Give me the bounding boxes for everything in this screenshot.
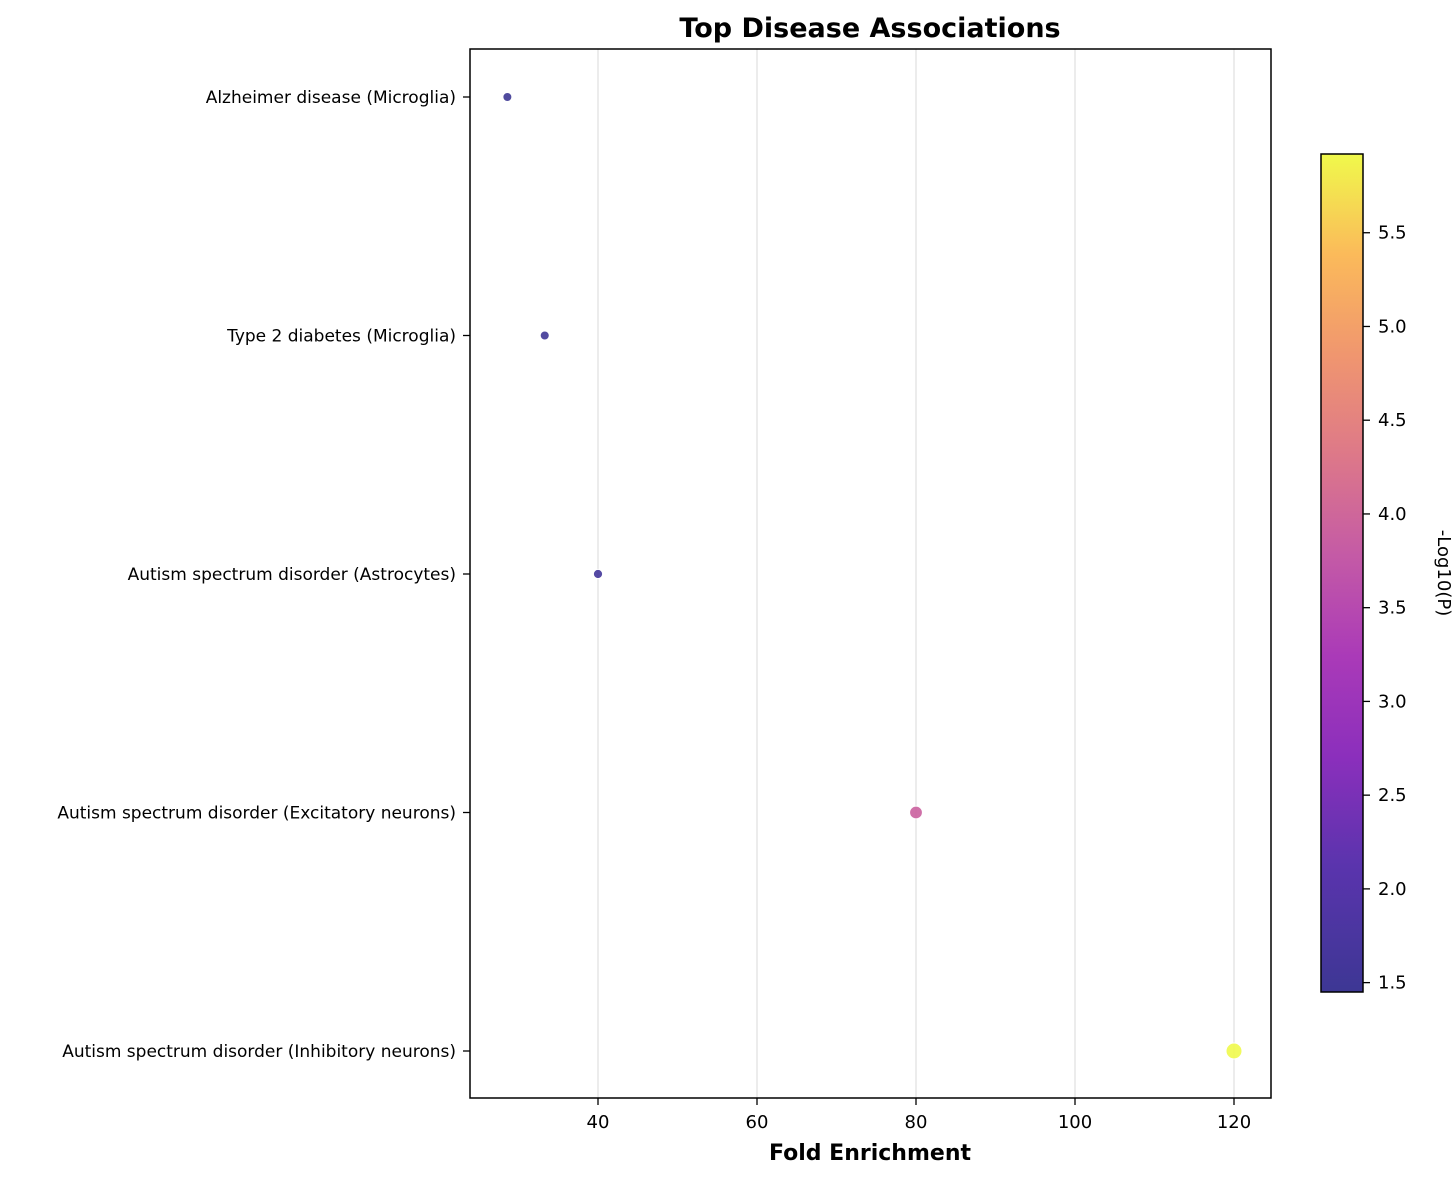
colorbar-tick-label: 4.5 xyxy=(1378,410,1407,431)
colorbar-tick-label: 3.5 xyxy=(1378,598,1407,619)
plot-area-frame xyxy=(469,48,1272,1099)
chart-title: Top Disease Associations xyxy=(679,13,1060,44)
colorbar: 1.5 2.0 2.5 3.0 3.5 4.0 4.5 5.0 5.5 -Log10(P) xyxy=(1320,153,1453,994)
x-tick-label: 80 xyxy=(905,1112,928,1133)
colorbar-tick-label: 3.0 xyxy=(1378,691,1407,712)
data-point xyxy=(1225,1042,1243,1060)
y-tick-label: Autism spectrum disorder (Inhibitory neu… xyxy=(62,1042,456,1062)
grid-lines xyxy=(597,49,1235,1098)
colorbar-label: -Log10(P) xyxy=(1433,530,1453,616)
x-axis: 40 60 80 100 120 xyxy=(587,1098,1251,1133)
x-tick-label: 40 xyxy=(587,1112,610,1133)
x-tick-label: 100 xyxy=(1058,1112,1092,1133)
y-axis: Alzheimer disease (Microglia) Type 2 diab… xyxy=(57,88,470,1062)
x-tick-label: 60 xyxy=(746,1112,769,1133)
data-point xyxy=(592,568,604,580)
colorbar-tick-label: 5.5 xyxy=(1378,223,1407,244)
colorbar-gradient xyxy=(1320,153,1364,993)
data-point xyxy=(539,330,550,341)
y-tick-label: Alzheimer disease (Microglia) xyxy=(206,88,456,108)
colorbar-tick-label: 2.0 xyxy=(1378,879,1407,900)
data-points xyxy=(502,92,1243,1060)
colorbar-tick-label: 2.5 xyxy=(1378,785,1407,806)
colorbar-tick-label: 5.0 xyxy=(1378,316,1407,337)
colorbar-ticks: 1.5 2.0 2.5 3.0 3.5 4.0 4.5 5.0 5.5 xyxy=(1363,223,1407,994)
x-axis-label: Fold Enrichment xyxy=(769,1141,971,1166)
y-tick-label: Autism spectrum disorder (Astrocytes) xyxy=(128,565,456,585)
y-tick-label: Autism spectrum disorder (Excitatory neu… xyxy=(57,804,456,824)
colorbar-tick-label: 4.0 xyxy=(1378,504,1407,525)
colorbar-tick-label: 1.5 xyxy=(1378,973,1407,994)
data-point xyxy=(909,805,923,820)
data-point xyxy=(502,92,513,102)
y-tick-label: Type 2 diabetes (Microglia) xyxy=(226,327,456,347)
x-tick-label: 120 xyxy=(1217,1112,1251,1133)
